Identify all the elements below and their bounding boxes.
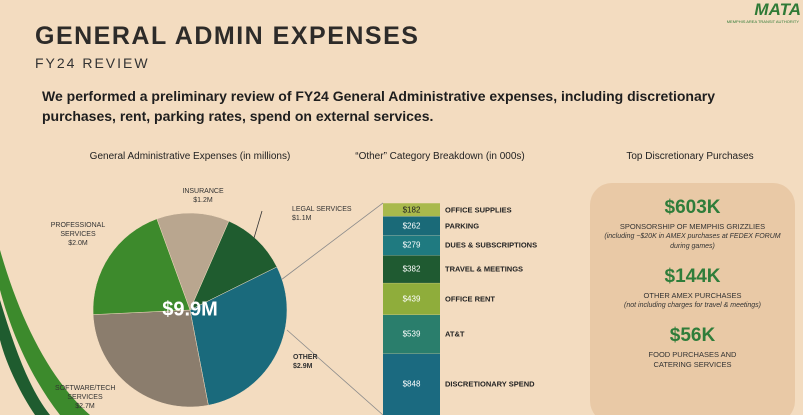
- leader-line: [253, 210, 263, 239]
- category-label: OFFICE RENT: [445, 294, 495, 304]
- slice-name: OTHER: [293, 354, 318, 361]
- slice-value: $2.7M: [75, 403, 95, 410]
- pie-slice: [92, 218, 191, 315]
- amount: $56K: [669, 325, 716, 346]
- bar-segment: [383, 203, 440, 217]
- pie-slice: [92, 309, 209, 408]
- segment-label: $439: [402, 294, 421, 304]
- bar-segment: [383, 353, 440, 415]
- category-label: DISCRETIONARY SPEND: [445, 379, 535, 389]
- slice-label: PROFESSIONAL SERVICES $2.0M: [48, 221, 108, 248]
- decor-swoosh: [0, 300, 50, 415]
- amount: $144K: [664, 266, 721, 287]
- panel: $603K SPONSORSHIP OF MEMPHIS GRIZZLIES (…: [590, 183, 795, 415]
- segment-label: $182: [402, 205, 421, 215]
- panel-title: Top Discretionary Purchases: [626, 151, 754, 162]
- bar-segment: [383, 282, 440, 315]
- category-label: DUES & SUBSCRIPTIONS: [445, 240, 538, 250]
- logo-subtitle: MEMPHIS AREA TRANSIT AUTHORITY: [726, 19, 799, 24]
- item-title: OTHER AMEX PURCHASES: [643, 291, 742, 300]
- category-label: TRAVEL & MEETINGS: [445, 264, 524, 274]
- slide-title: GENERAL ADMIN EXPENSES: [35, 22, 420, 50]
- slice-label: SOFTWARE/TECH SERVICES $2.7M: [55, 384, 115, 411]
- slice-label: OTHER $2.9M: [293, 353, 318, 371]
- slide-subtitle: FY24 REVIEW: [35, 55, 150, 71]
- summary: We performed a preliminary review of FY2…: [42, 88, 716, 124]
- pie-total: $9.9M: [162, 298, 218, 321]
- bar-segment: [383, 255, 440, 283]
- slice-value: $1.2M: [193, 197, 213, 204]
- segment-label: $279: [402, 240, 421, 250]
- slice-label: LEGAL SERVICES $1.1M: [292, 205, 352, 223]
- slice-value: $2.0M: [68, 240, 88, 247]
- chart-title: “Other” Category Breakdown (in 000s): [355, 151, 525, 162]
- segment-label: $539: [402, 329, 421, 339]
- logo: MATA: [754, 0, 801, 19]
- item-note: (including ~$20K in AMEX purchases at FE…: [604, 233, 781, 250]
- segment-label: $262: [402, 221, 421, 231]
- category-label: OFFICE SUPPLIES: [445, 205, 512, 215]
- item-title: SPONSORSHIP OF MEMPHIS GRIZZLIES: [619, 222, 766, 231]
- slice-name: INSURANCE: [182, 188, 224, 195]
- slice-name: SOFTWARE/TECH SERVICES: [55, 385, 116, 401]
- connector: [286, 329, 384, 415]
- segment-label: $848: [402, 379, 421, 389]
- slice-name: PROFESSIONAL SERVICES: [50, 222, 106, 238]
- item-note: (not including charges for travel & meet…: [624, 302, 761, 309]
- slice-value: $2.9M: [293, 363, 313, 370]
- connector: [276, 202, 384, 284]
- item-title: FOOD PURCHASES AND CATERING SERVICES: [648, 350, 737, 369]
- chart-title: General Administrative Expenses (in mill…: [89, 151, 291, 162]
- bar-segment: [383, 216, 440, 236]
- pie-slice: [189, 266, 288, 406]
- category-label: PARKING: [445, 221, 480, 231]
- decor-swoosh: [0, 250, 90, 415]
- slice-name: LEGAL SERVICES: [292, 206, 352, 213]
- slice-label: INSURANCE $1.2M: [182, 187, 223, 205]
- amount: $603K: [664, 197, 721, 218]
- segment-label: $382: [402, 264, 421, 274]
- category-label: AT&T: [445, 329, 465, 339]
- pie-slice: [156, 212, 230, 311]
- slice-value: $1.1M: [292, 215, 312, 222]
- bar-segment: [383, 235, 440, 256]
- bar-segment: [383, 314, 440, 354]
- pie-slice: [189, 220, 278, 311]
